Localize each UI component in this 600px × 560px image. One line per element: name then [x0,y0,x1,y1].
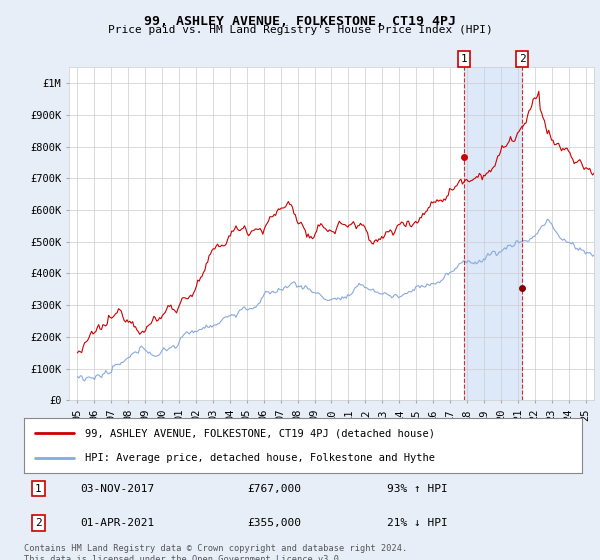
Text: 21% ↓ HPI: 21% ↓ HPI [387,518,448,528]
Text: 99, ASHLEY AVENUE, FOLKESTONE, CT19 4PJ: 99, ASHLEY AVENUE, FOLKESTONE, CT19 4PJ [144,15,456,27]
Bar [464,67,522,400]
Text: 2: 2 [518,54,526,64]
Text: Price paid vs. HM Land Registry's House Price Index (HPI): Price paid vs. HM Land Registry's House … [107,25,493,35]
Text: £355,000: £355,000 [247,518,301,528]
Text: 2: 2 [35,518,42,528]
Text: 01-APR-2021: 01-APR-2021 [80,518,154,528]
Text: HPI: Average price, detached house, Folkestone and Hythe: HPI: Average price, detached house, Folk… [85,454,436,463]
Text: 93% ↑ HPI: 93% ↑ HPI [387,483,448,493]
Text: 1: 1 [35,483,42,493]
Text: Contains HM Land Registry data © Crown copyright and database right 2024.
This d: Contains HM Land Registry data © Crown c… [24,544,407,560]
Text: 99, ASHLEY AVENUE, FOLKESTONE, CT19 4PJ (detached house): 99, ASHLEY AVENUE, FOLKESTONE, CT19 4PJ … [85,428,436,438]
Text: 1: 1 [461,54,467,64]
Text: 03-NOV-2017: 03-NOV-2017 [80,483,154,493]
Text: £767,000: £767,000 [247,483,301,493]
